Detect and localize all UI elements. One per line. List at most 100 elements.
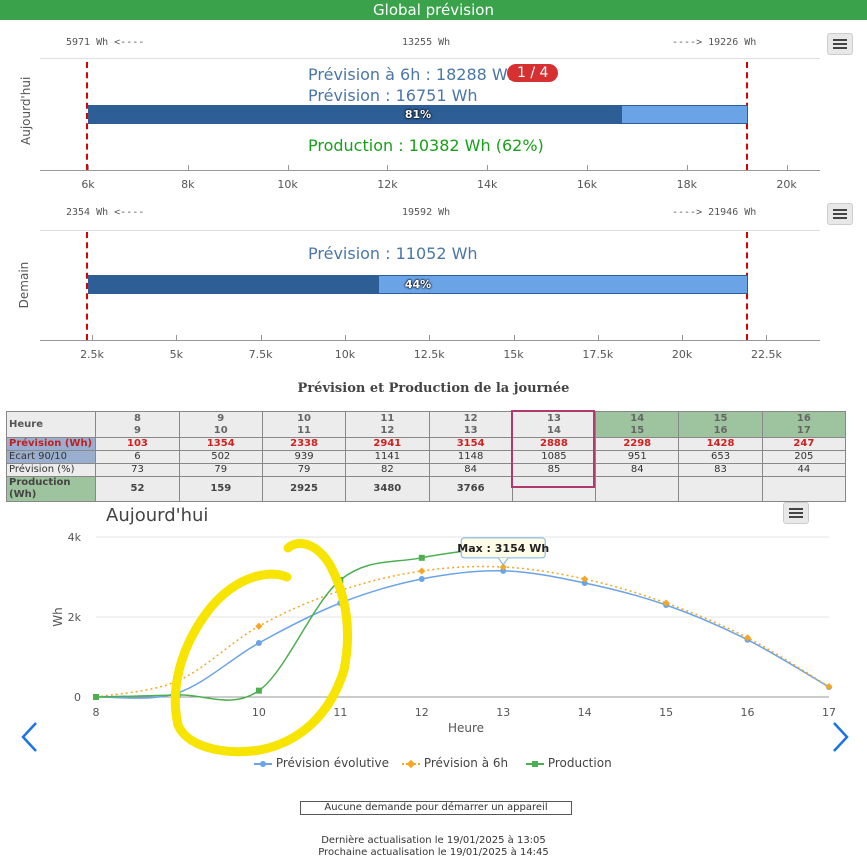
today-tick-mark [187,165,189,170]
table-row: Production (Wh) 52 159 2925 3480 3766 [5,476,847,502]
hour-start: 9 [217,412,225,424]
table-row: Prévision (%) 73 79 79 82 84 85 84 83 44 [5,463,847,477]
x-tick-label: 13 [496,706,510,719]
legend-production-icon [526,760,544,767]
today-menu-button[interactable] [827,33,853,55]
today-min-marker [86,62,88,170]
prevision-cell: 1428 [678,437,763,451]
prevision-pct-cell: 82 [345,463,430,477]
hour-end: 13 [463,424,478,436]
today-badge[interactable]: 1 / 4 [507,64,559,82]
next-arrow-icon[interactable] [830,721,850,753]
production-cell: 2925 [261,476,347,502]
today-tick-mark [287,165,289,170]
hour-start: 14 [630,412,645,424]
today-tick-label: 6k [81,178,95,191]
today-tick-label: 16k [576,178,598,191]
tomorrow-tick-label: 12.5k [413,348,445,361]
tomorrow-tick-label: 15k [503,348,524,361]
legend-evolutive[interactable]: Prévision évolutive [254,756,389,770]
x-tick-label: 15 [659,706,673,719]
today-tick-mark [587,165,588,170]
prevision-pct-cell: 83 [678,463,763,477]
prevision-cell: 2888 [511,437,597,451]
y-tick-label: 0 [74,691,81,704]
prevision-cell: 247 [761,437,847,451]
legend-evolutive-icon [254,760,272,767]
tomorrow-tick-mark [682,335,684,340]
hour-header: 13 14 [511,411,597,438]
point-production [418,554,425,561]
tomorrow-tick-label: 20k [671,348,693,361]
tomorrow-menu-button[interactable] [827,203,853,225]
today-center-text: 13255 Wh [402,37,451,48]
point-evolutive [581,580,588,586]
tomorrow-tick-mark [766,335,768,340]
prevision-cell: 2941 [345,437,430,451]
tomorrow-tick-label: 10k [334,348,356,361]
prevision-cell: 2298 [595,437,680,451]
prevision-pct-cell: 73 [95,463,180,477]
hour-start: 13 [546,412,561,424]
row-label-prevision-pct: Prévision (%) [5,463,97,477]
hour-end: 15 [630,424,645,436]
hour-start: 16 [796,412,811,424]
hour-end: 11 [297,424,312,436]
ecart-cell: 205 [761,450,847,464]
today-max-text: ----> 19226 Wh [672,37,757,48]
tomorrow-tick-mark [429,335,431,340]
hour-end: 17 [796,424,811,436]
ecart-cell: 939 [261,450,347,464]
point-evolutive [255,640,262,646]
chart-menu-button[interactable] [783,502,809,524]
tomorrow-center-text: 19592 Wh [402,207,451,218]
point-prev6h [418,567,426,575]
today-prevision-6h: Prévision à 6h : 18288 Wh [308,65,518,84]
hour-start: 8 [133,412,141,424]
today-prevision: Prévision : 16751 Wh [308,86,478,105]
series-line-evolutive [95,570,830,699]
page-title: Global prévision [0,0,867,20]
point-production [255,687,262,694]
today-tick-label: 10k [277,178,298,191]
prevision-cell: 3154 [428,437,513,451]
row-label-production: Production (Wh) [5,476,97,502]
hour-end: 9 [133,424,141,436]
hour-header: 9 10 [178,411,263,438]
menu-icon [789,508,803,510]
legend-prev6h-icon [402,759,420,768]
x-tick-label: 14 [578,706,592,719]
legend-production[interactable]: Production [526,756,612,770]
tomorrow-progress-fill [89,276,379,293]
point-prev6h [499,563,507,571]
tomorrow-progress-bar: 44% [88,275,748,294]
table-title: Prévision et Production de la journée [297,381,570,396]
ecart-cell: 1141 [345,450,430,464]
point-prev6h [744,634,752,642]
last-update-text: Dernière actualisation le 19/01/2025 à 1… [321,835,546,846]
point-prev6h [662,599,670,607]
today-tick-label: 14k [477,178,498,191]
y-axis-title: Wh [51,607,65,626]
table-row: Ecart 90/10 6 502 939 1141 1148 1085 951 653 205 [5,450,847,464]
device-request-button[interactable]: Aucune demande pour démarrer un appareil [300,801,572,815]
point-prev6h [581,575,589,583]
table-row: Heure 8 9 9 10 10 11 11 12 12 13 13 14 14 15 15 16 16 17 [5,411,847,438]
tomorrow-tick-label: 22.5k [750,348,782,361]
legend-production-label: Production [547,756,612,770]
legend-prev6h[interactable]: Prévision à 6h [402,756,508,770]
hour-end: 14 [546,424,561,436]
production-cell: 3766 [428,476,513,502]
today-label: Aujourd'hui [19,76,33,145]
row-label-ecart: Ecart 90/10 [5,450,97,464]
tomorrow-tick-mark [513,335,515,340]
today-axis [40,170,820,171]
prevision-pct-cell: 84 [595,463,680,477]
today-tick-mark [88,165,89,170]
previous-arrow-icon[interactable] [20,721,40,753]
x-tick-label: 10 [252,706,266,719]
tomorrow-tick-mark [176,335,178,340]
tomorrow-tick-mark [344,335,346,340]
ecart-cell: 6 [95,450,180,464]
